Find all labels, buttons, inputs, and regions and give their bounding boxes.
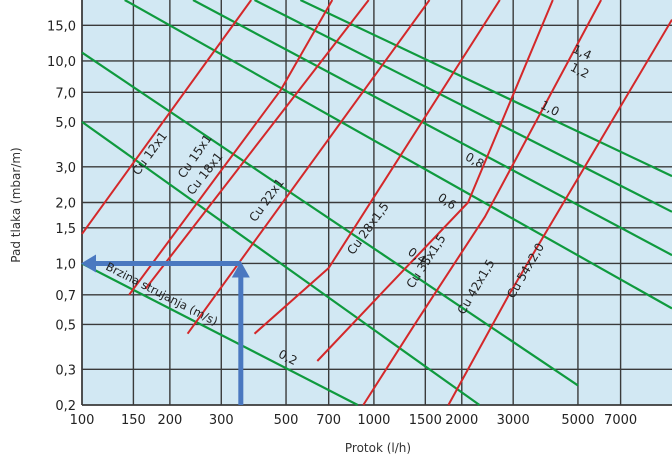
x-axis-label: Protok (l/h) [345,441,411,455]
y-tick-label: 5,0 [55,116,76,131]
x-tick-label: 200 [157,413,182,428]
y-axis-label: Pad tlaka (mbar/m) [9,147,23,262]
y-tick-label: 7,0 [55,86,76,101]
x-tick-label: 150 [121,413,146,428]
y-tick-label: 0,3 [55,363,76,378]
x-tick-label: 7000 [604,413,637,428]
y-tick-label: 3,0 [55,161,76,176]
x-tick-label: 1500 [409,413,442,428]
y-tick-label: 0,5 [55,318,76,333]
x-tick-label: 100 [70,413,95,428]
x-tick-label: 3000 [497,413,530,428]
y-tick-label: 2,0 [55,197,76,212]
x-tick-label: 5000 [561,413,594,428]
y-tick-label: 10,0 [47,55,76,70]
x-tick-label: 2000 [445,413,478,428]
x-tick-label: 300 [209,413,234,428]
y-tick-label: 0,2 [55,399,76,414]
y-tick-label: 15,0 [47,19,76,34]
x-tick-label: 700 [316,413,341,428]
x-tick-label: 1000 [357,413,390,428]
y-tick-label: 1,0 [55,257,76,272]
x-tick-label: 500 [274,413,299,428]
y-tick-label: 0,7 [55,289,76,304]
y-tick-label: 1,5 [55,222,76,237]
